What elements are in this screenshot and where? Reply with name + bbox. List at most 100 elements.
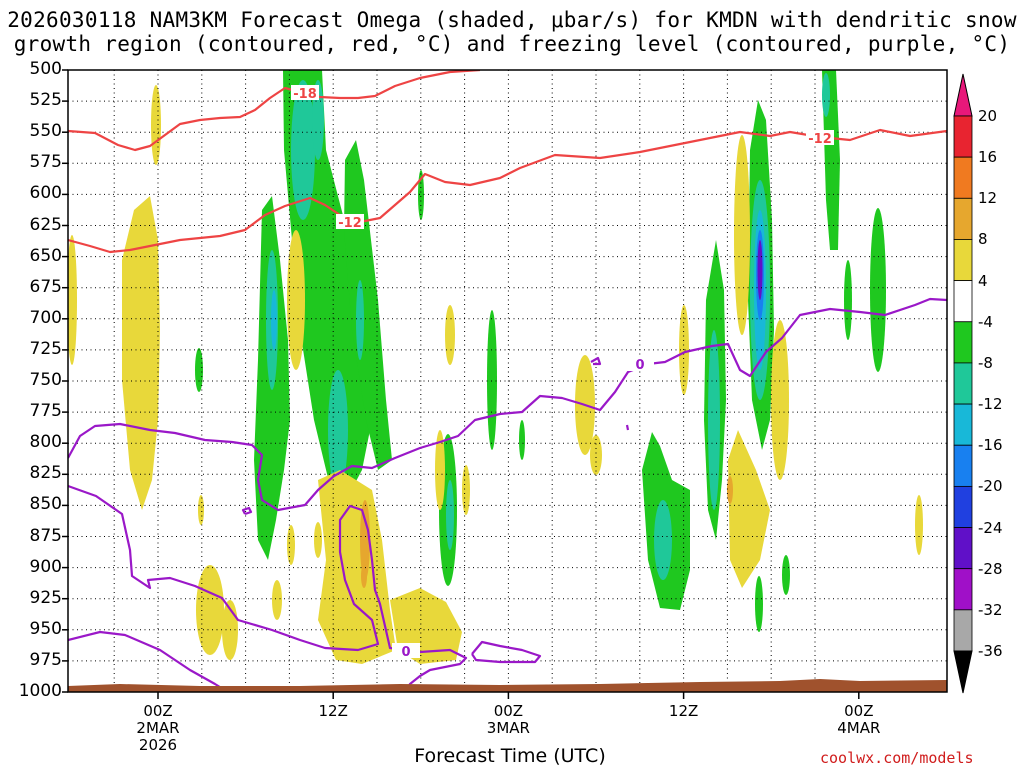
x-tick-label: 3MAR	[486, 719, 530, 737]
freezing-level-contour	[590, 356, 602, 366]
omega-fill-pos4	[728, 430, 770, 588]
omega-fill-pos4	[318, 470, 396, 664]
y-tick-label: 925	[29, 587, 62, 608]
omega-fill-neg4	[870, 208, 886, 372]
terrain-ground	[68, 679, 947, 692]
colorbar-label: -28	[978, 559, 1003, 578]
freezing-level-contour	[625, 424, 630, 431]
y-tick-label: 550	[29, 121, 62, 142]
omega-fill-pos4	[771, 320, 789, 480]
colorbar-bin	[953, 444, 973, 487]
y-tick-label: 500	[29, 59, 62, 79]
omega-fill-pos4	[272, 580, 282, 620]
omega-fill-pos4	[198, 495, 204, 525]
dgz-contour-minus18	[68, 70, 481, 152]
x-tick-label: 2MAR	[136, 719, 180, 737]
colorbar-bin	[953, 568, 973, 611]
x-tick-label: 12Z	[318, 702, 348, 720]
y-tick-label: 1000	[18, 681, 62, 701]
freezing-level-contour	[68, 630, 229, 692]
colorbar-bin	[953, 197, 973, 240]
colorbar-label: 4	[978, 271, 988, 290]
y-tick-label: 675	[29, 276, 62, 297]
omega-fill-pos8	[360, 500, 370, 580]
omega-fill-neg8	[356, 280, 364, 360]
freezing-level-contour	[241, 506, 253, 516]
colorbar-label: -16	[978, 436, 1003, 455]
omega-fill-pos4	[462, 465, 470, 515]
omega-fill-pos4	[314, 522, 322, 558]
contour-label-minus12: -12	[338, 216, 362, 231]
omega-fill-neg4	[195, 348, 203, 392]
colorbar-label: -24	[978, 518, 1003, 537]
y-tick-label: 825	[29, 463, 62, 484]
omega-fill-pos4	[122, 196, 160, 510]
omega-fill-pos4	[590, 435, 602, 475]
colorbar-bin	[953, 403, 973, 446]
colorbar-label: -8	[978, 353, 993, 372]
colorbar-bottom-arrow	[953, 650, 973, 694]
colorbar-label: -36	[978, 642, 1003, 660]
colorbar-bin	[953, 485, 973, 528]
colorbar-label: 20	[978, 107, 998, 125]
freezing-level-contour	[68, 484, 468, 692]
x-axis-label: Forecast Time (UTC)	[414, 745, 606, 767]
colorbar-bin	[953, 609, 973, 652]
contour-label-minus18: -18	[293, 87, 317, 102]
omega-fill-pos8	[361, 564, 367, 588]
contour-label-minus12-bg	[336, 214, 364, 229]
omega-fill-neg8	[708, 330, 720, 510]
colorbar	[953, 73, 973, 694]
colorbar-bin	[953, 239, 973, 282]
omega-fill-neg8	[446, 480, 454, 550]
colorbar-bin	[953, 362, 973, 405]
freezing-level-contour	[68, 297, 947, 512]
omega-fill-pos4	[435, 430, 445, 510]
colorbar-label: -32	[978, 600, 1003, 619]
y-tick-label: 625	[29, 214, 62, 235]
omega-fill-neg4	[844, 260, 852, 340]
omega-fill-pos4	[287, 525, 295, 565]
contour-label-zero: 0	[401, 645, 410, 660]
chart-title-line1: 2026030118 NAM3KM Forecast Omega (shaded…	[7, 8, 1017, 32]
omega-fill-pos4	[445, 305, 455, 365]
x-tick-label: 00Z	[844, 702, 874, 720]
contour-lines: -18 -12 -12 0 0	[68, 70, 947, 692]
contour-label-minus18-bg	[291, 85, 319, 100]
y-tick-label: 850	[29, 494, 62, 515]
y-tick-label: 575	[29, 152, 62, 173]
colorbar-bin	[953, 280, 973, 323]
colorbar-label: -4	[978, 312, 993, 331]
omega-fill-neg4	[755, 576, 763, 632]
colorbar-bin	[953, 115, 973, 158]
omega-fill-pos4	[151, 85, 161, 165]
omega-fill-neg8	[822, 73, 830, 117]
y-tick-label: 875	[29, 525, 62, 546]
omega-fill-pos4	[915, 495, 923, 555]
dgz-contour-minus12	[68, 128, 947, 254]
gridlines	[68, 70, 947, 692]
y-tick-label: 950	[29, 618, 62, 639]
colorbar-label: 8	[978, 230, 988, 249]
chart-title-line2: growth region (contoured, red, °C) and f…	[13, 32, 1011, 56]
x-tick-label: 00Z	[493, 702, 524, 720]
y-tick-label: 900	[29, 556, 62, 577]
x-tick-label: 00Z	[143, 702, 173, 720]
contour-label-zero-bg	[392, 643, 420, 658]
contour-label-minus12: -12	[808, 132, 832, 147]
freezing-level-contour	[471, 640, 542, 664]
y-tick-label: 725	[29, 338, 62, 359]
y-tick-label: 700	[29, 307, 62, 328]
omega-shading	[68, 70, 923, 664]
colorbar-bin	[953, 527, 973, 570]
omega-fill-pos4	[287, 230, 305, 370]
omega-fill-neg8	[328, 370, 348, 490]
contour-label-zero: 0	[635, 358, 644, 373]
omega-fill-neg4	[487, 310, 497, 450]
colorbar-bin	[953, 321, 973, 364]
x-tick-label: 2026	[138, 736, 178, 754]
y-tick-label: 775	[29, 401, 62, 422]
axis-ticks	[62, 69, 860, 699]
omega-fill-pos4	[196, 565, 224, 655]
